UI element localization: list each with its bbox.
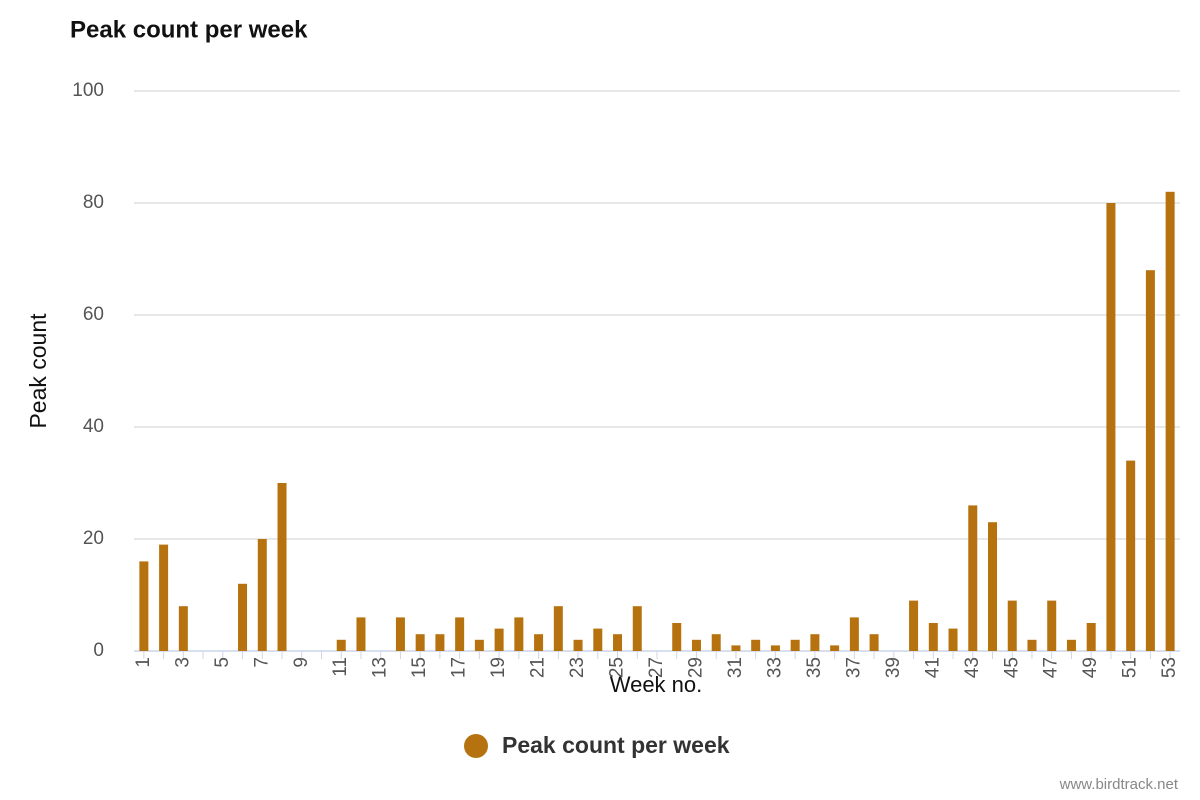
x-tick-label: 31 bbox=[725, 657, 746, 678]
bar bbox=[988, 522, 998, 651]
x-tick-label: 13 bbox=[370, 657, 391, 678]
source: www.birdtrack.net bbox=[1059, 776, 1179, 793]
bar bbox=[909, 600, 919, 651]
bar bbox=[731, 645, 741, 651]
x-tick-label: 49 bbox=[1080, 657, 1101, 678]
bar bbox=[711, 634, 721, 651]
x-tick-label: 23 bbox=[567, 657, 588, 678]
x-tick-label: 11 bbox=[330, 657, 351, 677]
bar bbox=[1047, 600, 1057, 651]
bar bbox=[770, 645, 780, 651]
bar bbox=[455, 617, 465, 651]
y-tick-label: 40 bbox=[83, 416, 104, 437]
chart-title: Peak count per week bbox=[70, 16, 308, 43]
bar bbox=[1027, 639, 1037, 651]
x-tick-label: 39 bbox=[883, 657, 904, 678]
x-tick-label: 37 bbox=[843, 657, 864, 678]
x-tick-label: 53 bbox=[1159, 657, 1180, 678]
x-tick-label: 15 bbox=[409, 657, 430, 678]
bar bbox=[928, 623, 938, 651]
x-tick-label: 5 bbox=[212, 657, 233, 668]
bar bbox=[494, 628, 504, 651]
bar bbox=[869, 634, 879, 651]
x-tick-label: 35 bbox=[804, 657, 825, 678]
y-tick-label: 80 bbox=[83, 192, 104, 213]
bar bbox=[514, 617, 524, 651]
x-axis-title: Week no. bbox=[610, 672, 703, 697]
x-tick-label: 27 bbox=[646, 657, 667, 678]
x-tick-label: 29 bbox=[685, 657, 706, 678]
bar bbox=[1066, 639, 1076, 651]
bar bbox=[178, 606, 188, 651]
bar bbox=[159, 544, 169, 651]
bar bbox=[790, 639, 800, 651]
x-tick-label: 41 bbox=[922, 657, 943, 678]
x-tick-label: 47 bbox=[1041, 657, 1062, 678]
bar bbox=[553, 606, 563, 651]
x-tick-label: 17 bbox=[449, 657, 470, 678]
x-tick-label: 43 bbox=[962, 657, 983, 678]
bar bbox=[1106, 203, 1116, 651]
x-tick-label: 3 bbox=[172, 657, 193, 668]
bar bbox=[830, 645, 840, 651]
x-tick-label: 9 bbox=[291, 657, 312, 668]
x-tick-label: 33 bbox=[764, 657, 785, 678]
y-tick-label: 60 bbox=[83, 304, 104, 325]
bar bbox=[336, 639, 346, 651]
bar bbox=[1007, 600, 1017, 651]
y-tick-label: 0 bbox=[93, 640, 104, 661]
bar bbox=[672, 623, 682, 651]
legend-marker bbox=[464, 734, 488, 758]
bar bbox=[1086, 623, 1096, 651]
x-tick-label: 51 bbox=[1120, 657, 1141, 678]
bar bbox=[849, 617, 859, 651]
legend-label: Peak count per week bbox=[502, 732, 730, 758]
bar bbox=[139, 561, 149, 651]
bar bbox=[1165, 191, 1175, 652]
bar bbox=[474, 639, 484, 651]
bar bbox=[277, 483, 287, 651]
bar bbox=[257, 539, 267, 651]
x-tick-label: 7 bbox=[251, 657, 272, 668]
x-tick-label: 45 bbox=[1001, 657, 1022, 678]
bar bbox=[1145, 270, 1155, 651]
y-axis-title: Peak count bbox=[25, 313, 51, 429]
bar bbox=[691, 639, 701, 651]
bar bbox=[573, 639, 583, 651]
bar bbox=[613, 634, 623, 651]
bar bbox=[534, 634, 544, 651]
x-tick-label: 19 bbox=[488, 657, 509, 678]
y-tick-label: 20 bbox=[83, 528, 104, 549]
y-tick-label: 100 bbox=[72, 80, 104, 101]
bar bbox=[415, 634, 425, 651]
x-tick-label: 1 bbox=[133, 657, 154, 668]
bar bbox=[810, 634, 820, 651]
x-tick-label: 21 bbox=[528, 657, 549, 678]
bar bbox=[751, 639, 761, 651]
bar bbox=[435, 634, 445, 651]
bar bbox=[632, 606, 642, 651]
bar bbox=[238, 583, 248, 651]
bar bbox=[948, 628, 958, 651]
x-tick-label: 25 bbox=[607, 657, 628, 678]
bar bbox=[356, 617, 366, 651]
bar bbox=[968, 505, 978, 651]
bar bbox=[1126, 460, 1136, 651]
bar bbox=[593, 628, 603, 651]
bar bbox=[395, 617, 405, 651]
